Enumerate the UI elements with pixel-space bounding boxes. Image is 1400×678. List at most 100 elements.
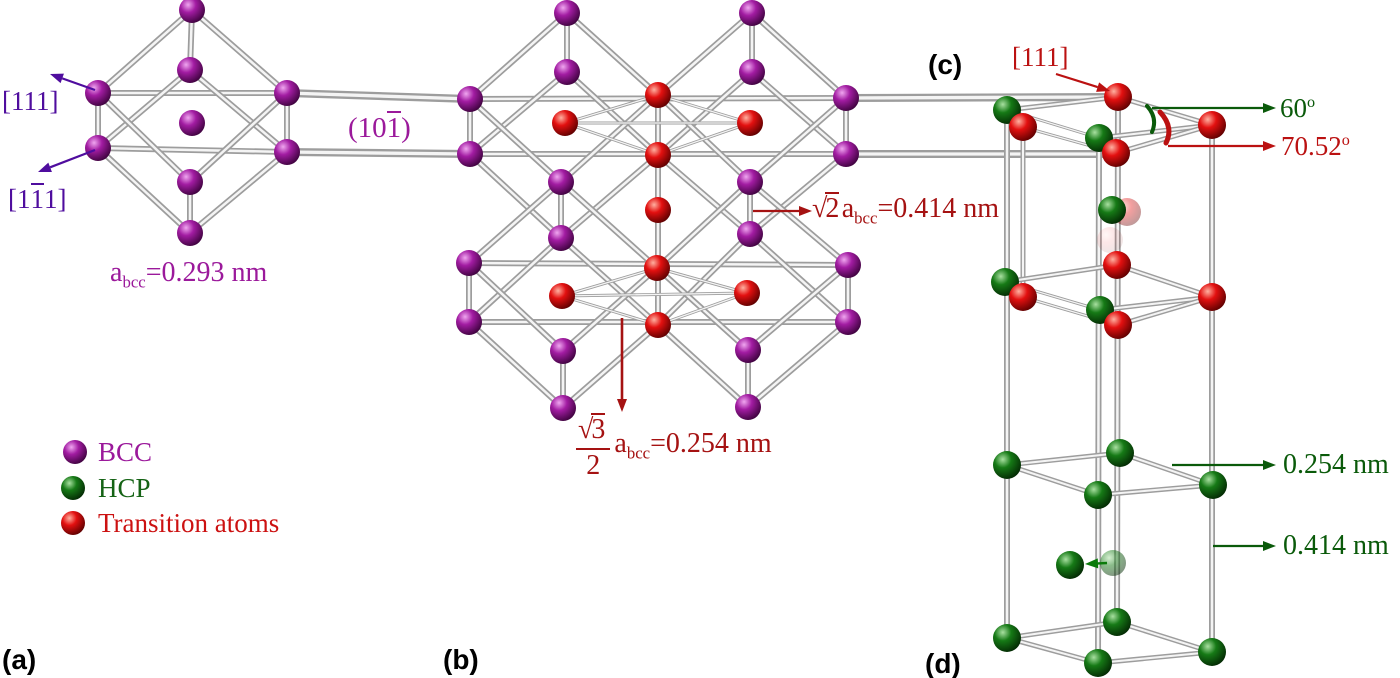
distance-254-label: 0.254 nm bbox=[1283, 449, 1389, 480]
atom-hcp bbox=[993, 451, 1021, 479]
atom-tr bbox=[552, 110, 578, 136]
atom-bcc bbox=[735, 337, 761, 363]
bond-highlight bbox=[561, 267, 658, 297]
panel-label-a: (a) bbox=[2, 644, 37, 675]
bond-highlight bbox=[746, 320, 850, 409]
bond-highlight bbox=[1114, 123, 1214, 155]
bond-highlight bbox=[1097, 123, 1214, 140]
a-sym: a bbox=[110, 257, 123, 288]
atom-tr bbox=[1198, 283, 1226, 311]
atom-hcp bbox=[1100, 550, 1126, 576]
sqrt3-value: =0.254 nm bbox=[650, 428, 772, 460]
dir-1b1-bar: 1 bbox=[30, 183, 44, 214]
legend-label-bcc: BCC bbox=[98, 437, 153, 467]
bond-highlight bbox=[564, 122, 659, 156]
arrow-head bbox=[1263, 460, 1276, 470]
atom-tr bbox=[549, 283, 575, 309]
panel-label-d: (d) bbox=[925, 648, 961, 678]
bond-highlight bbox=[655, 180, 752, 270]
direction-label-1bar1-a: [111] bbox=[8, 183, 67, 213]
bond-highlight bbox=[96, 91, 192, 184]
atom-bcc bbox=[548, 225, 574, 251]
bond-highlight bbox=[559, 180, 659, 270]
atom-tr bbox=[645, 197, 671, 223]
bond-highlight bbox=[1005, 95, 1120, 112]
atom-hcp bbox=[1103, 608, 1131, 636]
atom-hcp bbox=[1084, 649, 1112, 677]
arrow-head bbox=[38, 162, 52, 172]
bond-highlight bbox=[657, 94, 751, 124]
bond-highlight bbox=[96, 8, 194, 95]
bond-highlight bbox=[564, 94, 659, 124]
atom-hcp bbox=[1199, 471, 1227, 499]
panel-label-b: (b) bbox=[443, 644, 479, 675]
bond-highlight bbox=[1116, 95, 1214, 127]
bond-highlight bbox=[96, 68, 192, 150]
sqrt3-sub: bcc bbox=[626, 443, 651, 463]
atom-bcc bbox=[737, 169, 763, 195]
arrow-head bbox=[1263, 141, 1276, 151]
bond-highlight bbox=[656, 323, 750, 409]
bond-highlight bbox=[748, 180, 850, 267]
bond-highlight bbox=[467, 261, 565, 353]
bond-highlight bbox=[561, 323, 660, 410]
bond-highlight bbox=[1115, 95, 1120, 624]
bond-highlight bbox=[96, 146, 192, 235]
atom-tr bbox=[645, 142, 671, 168]
bond-highlight bbox=[750, 70, 848, 156]
arrow-head bbox=[1096, 82, 1110, 92]
atom-bcc bbox=[179, 0, 205, 23]
dir-1b1-pre: [1 bbox=[8, 184, 31, 214]
atom-tr bbox=[1102, 139, 1130, 167]
atom-bcc bbox=[457, 86, 483, 112]
angle-7052-value: 70.52 bbox=[1281, 131, 1342, 161]
atom-bcc bbox=[457, 141, 483, 167]
atom-bcc bbox=[177, 57, 203, 83]
bond-highlight bbox=[1003, 263, 1119, 284]
angle-7052-label: 70.52o bbox=[1281, 132, 1350, 160]
atom-bcc bbox=[179, 110, 205, 136]
sqrt3-fraction: √3 2 bbox=[576, 413, 611, 480]
angle-arc bbox=[1157, 109, 1172, 146]
atom-bcc bbox=[548, 169, 574, 195]
sqrt3-rest: abcc=0.254 nm bbox=[614, 430, 771, 462]
a-sub: bcc bbox=[122, 272, 146, 292]
bond-highlight bbox=[1096, 483, 1215, 497]
sqrt2-sym: a bbox=[841, 193, 855, 224]
bond-highlight bbox=[746, 263, 850, 352]
bond-highlight bbox=[467, 180, 563, 265]
bond-highlight bbox=[468, 70, 569, 156]
bond-highlight bbox=[188, 68, 289, 154]
atom-tr bbox=[1009, 283, 1037, 311]
atom-tr bbox=[1103, 251, 1131, 279]
bond-highlight bbox=[1098, 295, 1214, 312]
atom-bcc bbox=[739, 0, 765, 26]
sqrt3-numerator: √3 bbox=[576, 413, 611, 450]
bond-highlight bbox=[1005, 620, 1119, 640]
bond-highlight bbox=[467, 320, 565, 410]
bond-highlight bbox=[656, 11, 754, 97]
bond-highlight bbox=[565, 11, 660, 97]
bond-highlight bbox=[468, 11, 569, 101]
atom-tr bbox=[1097, 227, 1123, 253]
sqrt2-value: =0.414 nm bbox=[877, 193, 1000, 224]
bond-highlight bbox=[188, 91, 289, 184]
atom-bcc bbox=[63, 440, 87, 464]
atom-bcc bbox=[85, 135, 111, 161]
atom-hcp bbox=[993, 624, 1021, 652]
arrow-line bbox=[49, 148, 96, 169]
bond-highlight bbox=[561, 295, 659, 326]
sqrt2-radical: √ bbox=[812, 193, 827, 224]
angle-60-label: 60o bbox=[1280, 94, 1315, 122]
atom-hcp bbox=[1084, 481, 1112, 509]
bond-highlight bbox=[656, 153, 752, 236]
arrow-head bbox=[799, 206, 812, 216]
a-value: =0.293 nm bbox=[145, 257, 268, 288]
atom-bcc bbox=[833, 141, 859, 167]
atom-bcc bbox=[835, 309, 861, 335]
bond-highlight bbox=[748, 232, 850, 324]
atom-bcc bbox=[456, 250, 482, 276]
atom-hcp bbox=[1106, 439, 1134, 467]
bond-highlight bbox=[1096, 136, 1101, 665]
